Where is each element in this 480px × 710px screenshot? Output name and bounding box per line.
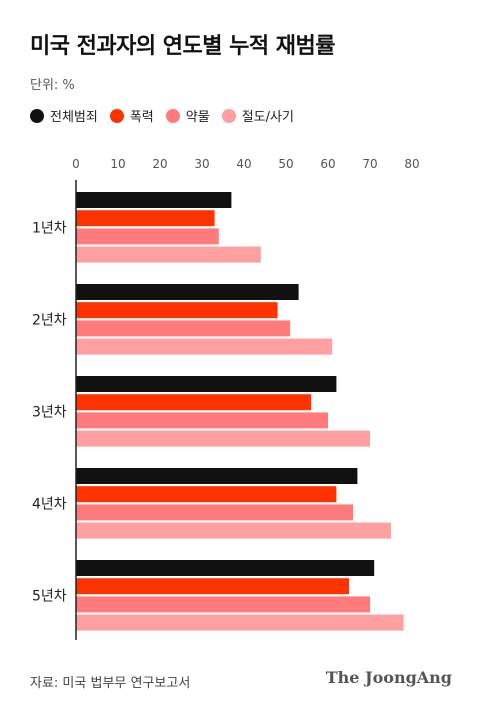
- legend-swatch-all-crime: [30, 108, 44, 123]
- publisher-logo: The JoongAng: [325, 668, 452, 687]
- x-tick-label: 30: [194, 157, 209, 171]
- bar-theft-fraud: [76, 522, 391, 539]
- bar-violence: [76, 486, 337, 503]
- x-tick-label: 70: [362, 157, 377, 171]
- legend-label-theft-fraud: 절도/사기: [241, 110, 294, 125]
- legend-item-theft-fraud: 절도/사기: [221, 106, 294, 125]
- x-tick-label: 20: [152, 157, 167, 171]
- legend-item-all-crime: 전체범죄: [30, 106, 98, 125]
- legend-swatch-theft-fraud: [221, 108, 236, 123]
- x-tick-label: 50: [278, 157, 293, 171]
- x-tick-label: 60: [320, 157, 335, 171]
- category-label: 3년차: [32, 404, 67, 420]
- x-tick-label: 10: [110, 157, 125, 171]
- bar-theft-fraud: [76, 246, 261, 263]
- legend-label-all-crime: 전체범죄: [50, 110, 98, 125]
- bar-all-crime: [76, 468, 358, 484]
- x-tick-label: 0: [72, 157, 80, 171]
- bar-all-crime: [76, 284, 299, 300]
- x-tick-label: 40: [236, 157, 251, 171]
- bar-violence: [76, 302, 278, 319]
- legend-label-violence: 폭력: [129, 110, 154, 125]
- bar-drugs: [76, 412, 328, 429]
- x-tick-label: 80: [404, 157, 419, 171]
- bar-theft-fraud: [76, 338, 333, 355]
- bar-violence: [76, 210, 215, 227]
- bar-drugs: [76, 228, 219, 245]
- bar-drugs: [76, 596, 370, 613]
- unit-label: 단위: %: [30, 78, 75, 93]
- bar-all-crime: [76, 192, 232, 208]
- bar-theft-fraud: [76, 430, 370, 447]
- category-label: 1년차: [32, 220, 67, 236]
- bar-violence: [76, 394, 312, 411]
- legend-swatch-violence: [109, 108, 124, 123]
- bar-theft-fraud: [76, 614, 404, 631]
- bar-all-crime: [76, 560, 375, 576]
- legend-label-drugs: 약물: [185, 110, 210, 125]
- bar-chart: 0 10 20 30 40 50 60 70 80 1년차 2년차 3년차 4년차 5년차: [32, 157, 420, 640]
- legend-item-violence: 폭력: [109, 106, 154, 125]
- legend: 전체범죄 폭력 약물 절도/사기: [30, 106, 294, 125]
- category-label: 4년차: [32, 496, 67, 512]
- source-note: 자료: 미국 법부무 연구보고서: [30, 676, 191, 691]
- chart-title: 미국 전과자의 연도별 누적 재범률: [30, 34, 336, 59]
- bar-drugs: [76, 320, 291, 337]
- bar-all-crime: [76, 376, 337, 392]
- category-label: 2년차: [32, 312, 67, 328]
- bar-violence: [76, 578, 349, 595]
- legend-item-drugs: 약물: [165, 106, 210, 125]
- legend-swatch-drugs: [165, 108, 180, 123]
- bar-drugs: [76, 504, 354, 521]
- category-label: 5년차: [32, 588, 67, 604]
